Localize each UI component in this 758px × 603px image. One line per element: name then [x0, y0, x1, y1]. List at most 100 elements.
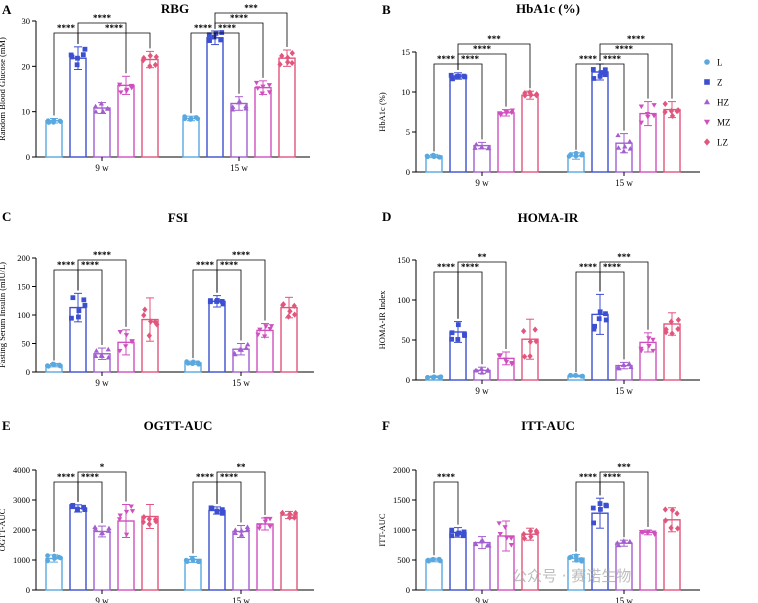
data-point: [646, 344, 652, 349]
data-point: [117, 513, 123, 519]
significance-label: ****: [93, 250, 112, 260]
data-point: [598, 70, 604, 75]
data-point: [534, 91, 540, 98]
data-point: [580, 151, 585, 157]
y-tick-label: 100: [397, 295, 410, 305]
data-point: [279, 509, 285, 517]
legend-marker: [703, 138, 711, 146]
bar: [232, 530, 250, 591]
data-point: [449, 533, 455, 539]
data-point: [218, 37, 224, 43]
data-point: [462, 332, 467, 338]
bar: [449, 75, 467, 173]
bar: [69, 507, 87, 591]
data-point: [140, 518, 146, 526]
panel-letter: C: [2, 209, 11, 224]
data-point: [573, 553, 579, 559]
x-tick-label: 9 w: [475, 178, 489, 188]
data-point: [503, 109, 509, 115]
bar: [254, 86, 272, 158]
bar: [280, 514, 298, 591]
data-point: [449, 330, 455, 336]
data-point: [259, 91, 265, 97]
bar: [256, 523, 274, 591]
data-point: [456, 73, 461, 79]
data-point: [123, 532, 130, 538]
y-tick-label: 0: [406, 167, 410, 177]
data-point: [568, 152, 573, 157]
panel-letter: D: [382, 209, 391, 224]
y-tick-label: 4000: [13, 465, 30, 475]
data-point: [82, 46, 88, 52]
data-point: [92, 526, 99, 531]
data-point: [207, 38, 212, 43]
data-point: [474, 367, 480, 373]
data-point: [448, 72, 454, 78]
y-tick-label: 0: [406, 375, 410, 385]
y-axis-label: ITT-AUC: [377, 513, 387, 547]
significance-bracket: [457, 271, 483, 365]
y-tick-label: 200: [17, 253, 30, 263]
data-point: [184, 559, 190, 564]
panel-letter: B: [382, 2, 391, 17]
data-point: [104, 105, 111, 111]
data-point: [243, 105, 249, 111]
significance-bracket: [575, 271, 601, 373]
x-tick-label: 15 w: [615, 596, 633, 603]
data-point: [74, 62, 80, 68]
significance-label: ****: [473, 44, 492, 54]
y-tick-label: 15: [402, 47, 411, 57]
bar: [69, 57, 87, 158]
data-point: [105, 528, 112, 533]
data-point: [567, 555, 573, 561]
significance-bracket: [53, 269, 79, 361]
significance-label: *: [100, 462, 105, 472]
chart-title: OGTT-AUC: [144, 418, 213, 433]
y-tick-label: 2000: [13, 525, 30, 535]
data-point: [652, 532, 658, 538]
y-tick-label: 10: [402, 87, 411, 97]
significance-label: ****: [196, 472, 215, 482]
data-point: [243, 345, 249, 350]
data-point: [646, 529, 652, 535]
data-point: [146, 332, 152, 339]
significance-label: ***: [487, 34, 501, 44]
significance-bracket: [457, 43, 531, 89]
data-point: [603, 502, 609, 508]
x-tick-label: 9 w: [95, 596, 109, 603]
data-point: [461, 529, 467, 535]
data-point: [638, 120, 644, 126]
data-point: [105, 346, 111, 352]
y-tick-label: 0: [406, 585, 410, 595]
data-point: [255, 332, 261, 338]
data-point: [105, 354, 112, 360]
data-point: [289, 50, 295, 57]
data-point: [646, 336, 652, 341]
data-point: [621, 362, 627, 367]
data-point: [430, 375, 436, 380]
data-point: [185, 360, 191, 366]
legend-label: L: [717, 58, 723, 68]
data-point: [231, 350, 238, 356]
significance-bracket: [216, 481, 242, 523]
data-point: [674, 108, 680, 115]
significance-label: ***: [617, 462, 631, 472]
data-point: [668, 524, 674, 532]
data-point: [214, 509, 220, 515]
data-point: [574, 557, 579, 563]
data-point: [214, 298, 220, 303]
data-point: [261, 334, 268, 339]
data-point: [230, 104, 236, 109]
data-point: [266, 83, 273, 88]
bar: [206, 37, 224, 158]
x-tick-label: 9 w: [475, 596, 489, 603]
data-point: [153, 518, 159, 525]
data-point: [669, 112, 676, 120]
significance-label: ****: [627, 34, 646, 44]
data-point: [430, 557, 436, 562]
data-point: [590, 67, 596, 72]
significance-label: ****: [105, 23, 124, 33]
data-point: [509, 110, 515, 116]
data-point: [592, 323, 597, 329]
bar: [45, 557, 63, 591]
